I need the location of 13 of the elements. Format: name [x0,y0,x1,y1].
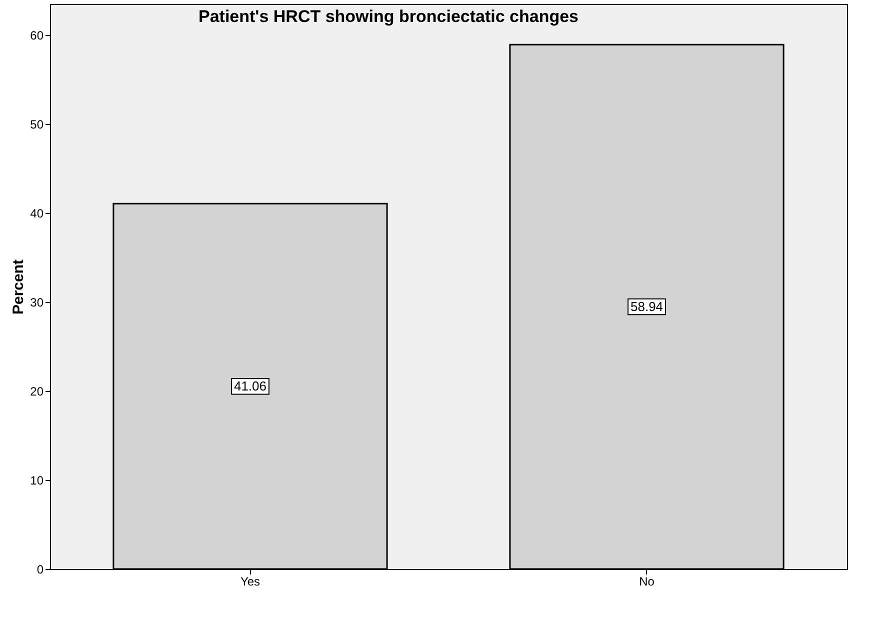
x-tick-label: No [639,574,655,588]
y-tick-label: 0 [36,562,44,576]
y-tick-label: 10 [30,474,44,488]
y-tick-label: 60 [30,28,44,43]
y-axis-title: Percent [10,259,28,315]
y-tick-label: 20 [30,384,44,399]
y-tick-label: 40 [30,206,44,221]
y-tick-label: 30 [30,296,44,310]
data-label: 58.94 [630,298,664,314]
data-label: 41.06 [234,378,267,394]
y-tick-label: 50 [30,118,44,132]
x-tick-label: Yes [240,574,260,588]
chart-title: Patient's HRCT showing bronciectatic changes [198,7,579,26]
